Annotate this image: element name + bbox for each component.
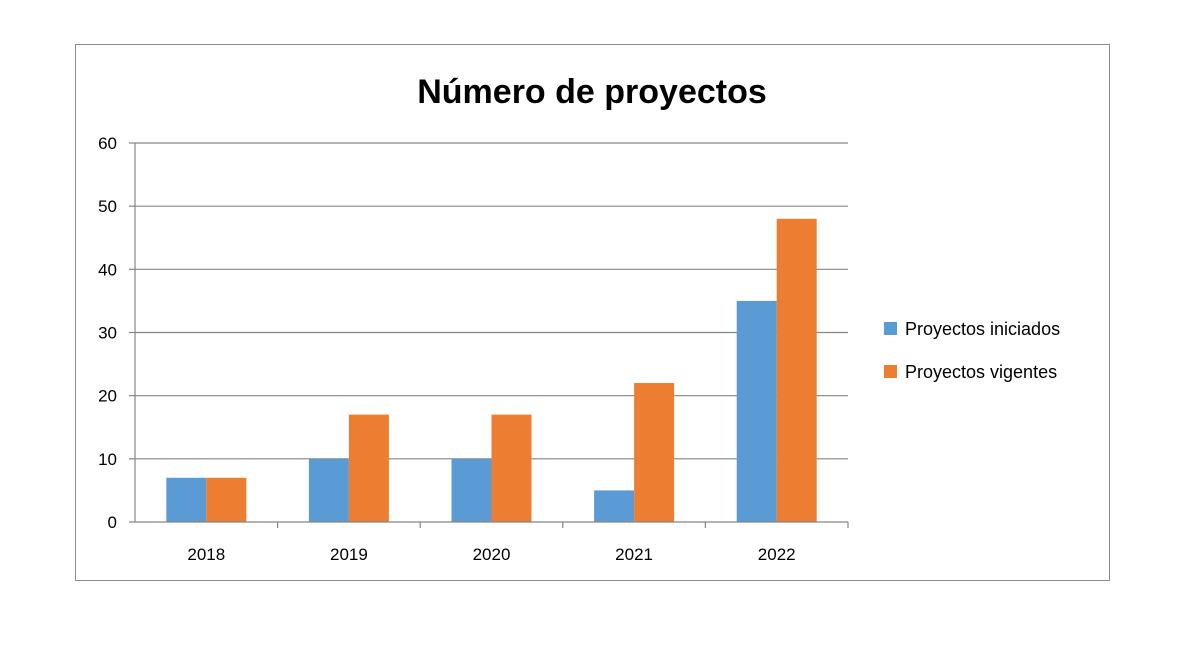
y-tick-label: 20 <box>98 387 117 406</box>
bar-2022-vigentes <box>776 218 817 523</box>
bar-2020-vigentes <box>491 414 532 522</box>
gridlines <box>135 142 848 460</box>
y-tick-label: 30 <box>98 324 117 343</box>
y-tick-label: 10 <box>98 450 117 469</box>
bar-2019-vigentes <box>348 414 389 522</box>
y-tick-label: 40 <box>98 260 117 279</box>
y-tick-label: 60 <box>98 134 117 153</box>
bars <box>166 218 817 523</box>
legend: Proyectos iniciados Proyectos vigentes <box>884 319 1060 382</box>
bar-2021-vigentes <box>634 383 675 522</box>
bar-2018-iniciados <box>166 477 207 522</box>
y-tick-label: 0 <box>108 513 117 532</box>
x-tick-label: 2021 <box>615 545 653 564</box>
x-tick-label: 2018 <box>187 545 225 564</box>
x-tick-label: 2020 <box>473 545 511 564</box>
bar-2021-iniciados <box>594 490 635 522</box>
axes: 0 10 20 30 40 50 60 2018 2019 2020 2021 2022 <box>98 134 849 564</box>
chart-title: Número de proyectos <box>417 73 767 111</box>
legend-swatch <box>884 322 897 335</box>
bar-2019-iniciados <box>308 458 349 522</box>
bar-2022-iniciados <box>736 300 777 522</box>
legend-label: Proyectos iniciados <box>905 319 1060 339</box>
legend-swatch <box>884 365 897 378</box>
chart-frame <box>75 44 1110 581</box>
y-tick-label: 50 <box>98 197 117 216</box>
x-tick-label: 2022 <box>758 545 796 564</box>
legend-label: Proyectos vigentes <box>905 362 1057 382</box>
x-tick-label: 2019 <box>330 545 368 564</box>
bar-2020-iniciados <box>451 458 492 522</box>
bar-2018-vigentes <box>206 477 247 522</box>
